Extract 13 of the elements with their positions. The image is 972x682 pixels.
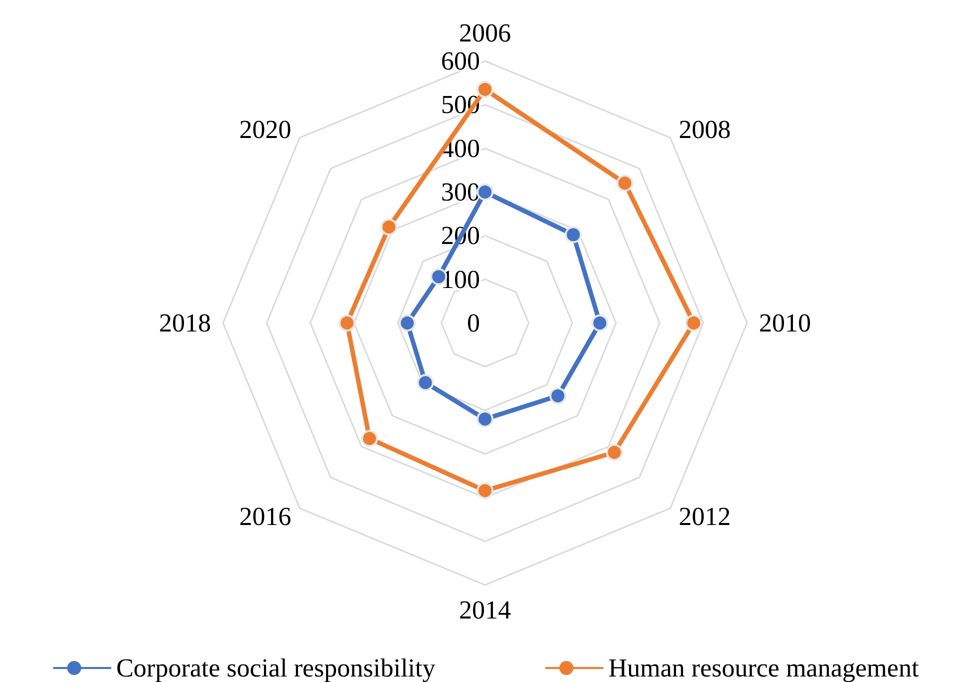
- spoke-label: 2020: [239, 114, 292, 144]
- y-tick-label: 600: [441, 46, 480, 76]
- legend-label: Human resource management: [608, 654, 920, 682]
- spoke-label: 2012: [678, 502, 731, 532]
- spoke-label: 2018: [159, 308, 211, 338]
- legend-label: Corporate social responsibility: [116, 654, 436, 682]
- y-tick-label: 0: [467, 308, 480, 338]
- spoke-label: 2014: [459, 596, 511, 624]
- y-tick-label: 100: [441, 264, 480, 294]
- spoke-label: 2006: [459, 18, 511, 48]
- spoke-label: 2010: [759, 308, 811, 338]
- spoke-label: 2016: [239, 502, 292, 532]
- spoke-label: 2008: [678, 114, 731, 144]
